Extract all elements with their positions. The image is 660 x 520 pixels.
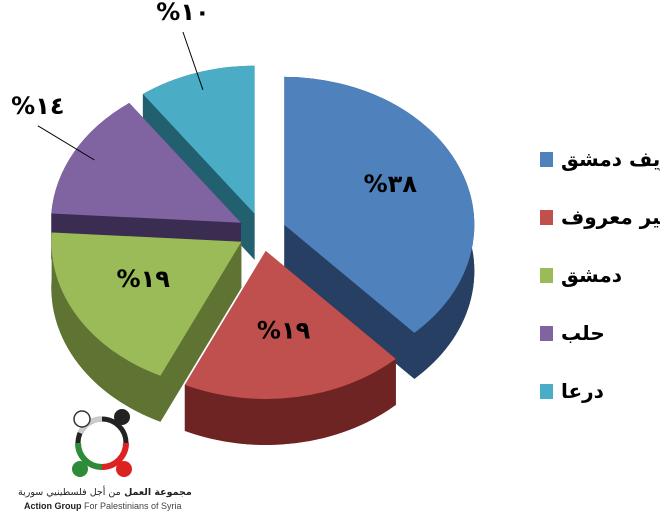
logo-english-text: Action Group For Palestinians of Syria xyxy=(24,501,182,511)
legend-item-halab: حلب xyxy=(540,304,650,362)
legend-swatch xyxy=(540,267,553,283)
pie-slice xyxy=(184,250,396,445)
data-label: %١٠ xyxy=(156,0,209,26)
data-label: %٣٨ xyxy=(364,170,418,198)
legend-label: دمشق xyxy=(561,263,623,287)
legend-label: درعا xyxy=(561,379,604,403)
leader-line xyxy=(37,125,95,161)
legend-item-daraa: درعا xyxy=(540,362,650,420)
leader-line xyxy=(182,31,204,91)
slice-cut-face xyxy=(284,224,415,379)
logo-arabic-text: مجموعة العمل من أجل فلسطينيي سورية xyxy=(18,487,192,498)
slice-top xyxy=(51,232,242,376)
slice-top xyxy=(184,250,396,399)
legend-swatch xyxy=(540,151,553,167)
pie-slice xyxy=(284,76,475,379)
legend-swatch xyxy=(540,383,553,399)
data-label: %١٩ xyxy=(117,265,171,293)
legend-item-dimashq: دمشق xyxy=(540,246,650,304)
legend-swatch xyxy=(540,209,553,225)
legend-swatch xyxy=(540,325,553,341)
legend-item-unknown: غير معروف xyxy=(540,188,660,246)
logo-emblem-icon xyxy=(72,409,132,477)
data-label: %١٩ xyxy=(257,317,311,345)
legend-label: حلب xyxy=(561,321,605,345)
data-label: %١٤ xyxy=(11,92,64,120)
slice-top xyxy=(51,103,241,223)
legend-label: غير معروف xyxy=(561,205,660,229)
slice-top xyxy=(284,76,475,333)
legend-item-rif-dimashq: ريف دمشق xyxy=(540,130,660,188)
organization-logo: مجموعة العمل من أجل فلسطينيي سورية Actio… xyxy=(10,405,200,511)
legend: ريف دمشق غير معروف دمشق حلب درعا xyxy=(540,130,660,420)
pie-slice xyxy=(51,232,242,422)
legend-label: ريف دمشق xyxy=(561,147,660,171)
slice-top xyxy=(142,65,255,214)
slice-side xyxy=(184,358,396,445)
slice-side xyxy=(51,232,161,422)
